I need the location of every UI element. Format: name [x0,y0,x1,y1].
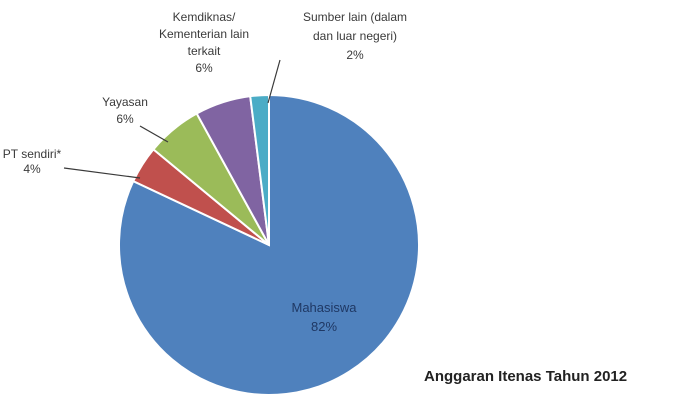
leader-line-yayasan [139,125,169,143]
data-label-mahasiswa: Mahasiswa 82% [291,300,357,334]
data-label-sumber-lain-dalam-dan-luar-negeri: Sumber lain (dalam dan luar negeri) 2% [303,10,407,62]
data-label-yayasan: Yayasan 6% [102,95,148,126]
data-label-pt-sendiri: PT sendiri* 4% [3,147,62,176]
pie-slice-sumber-lain-dalam-dan-luar-negeri [249,93,270,246]
chart-title: Anggaran Itenas Tahun 2012 [424,368,628,385]
data-label-kemdiknas-kementerian-lain-terkait: Kemdiknas/Kementerian lain terkait 6% [159,10,249,75]
leader-line-pt-sendiri [63,167,141,179]
leader-line-sumber-lain-dalam-dan-luar-negeri [267,59,281,104]
